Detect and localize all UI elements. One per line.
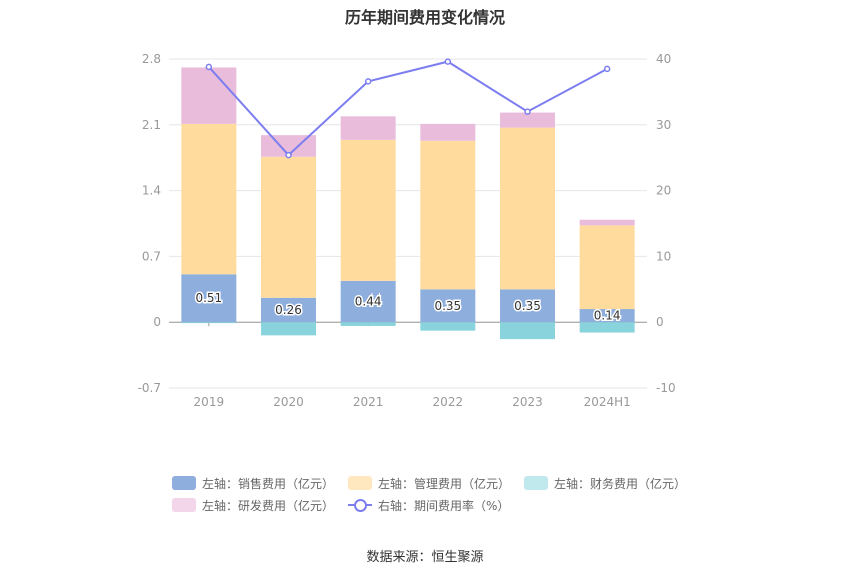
bar-segment xyxy=(261,322,316,336)
legend-item-finance[interactable]: 左轴：财务费用（亿元） xyxy=(524,475,686,492)
rate-line xyxy=(208,60,608,157)
legend-item-rnd[interactable]: 左轴：研发费用（亿元） xyxy=(172,497,334,514)
bar-segment xyxy=(500,289,555,323)
rate-point xyxy=(285,151,292,159)
x-axis-tick-label: 2020 xyxy=(273,395,304,409)
bar-segment xyxy=(340,139,396,281)
right-axis-tick-label: 10 xyxy=(656,249,671,263)
legend-item-sales[interactable]: 左轴：销售费用（亿元） xyxy=(172,475,334,492)
x-axis-tick-label: 2019 xyxy=(194,395,225,409)
chart-legend: 左轴：销售费用（亿元） 左轴：管理费用（亿元） 左轴：财务费用（亿元） 左轴：研… xyxy=(172,472,692,516)
legend-label-admin: 左轴：管理费用（亿元） xyxy=(378,476,511,491)
x-axis-tick-label: 2022 xyxy=(433,395,464,409)
bar-data-label: 0.26 xyxy=(275,303,302,317)
rate-point xyxy=(603,65,611,73)
bar-segment xyxy=(420,140,476,290)
rate-point xyxy=(364,78,372,85)
left-axis-tick-label: 2.8 xyxy=(142,52,161,66)
bar-segment xyxy=(181,274,237,323)
legend-item-admin[interactable]: 左轴：管理费用（亿元） xyxy=(348,475,510,492)
right-axis-tick-label: -10 xyxy=(656,381,676,395)
legend-item-rate[interactable]: 右轴：期间费用率（%） xyxy=(348,497,509,514)
bar-segment xyxy=(420,123,476,141)
bar-segment xyxy=(340,322,396,326)
right-axis-tick-label: 40 xyxy=(656,52,671,66)
bar-segment xyxy=(579,309,635,323)
bar-segment xyxy=(340,280,396,323)
right-axis-tick-label: 20 xyxy=(656,184,671,198)
legend-label-rate: 右轴：期间费用率（%） xyxy=(378,498,510,513)
legend-swatch-sales xyxy=(172,476,196,490)
rate-point xyxy=(444,58,452,65)
bar-data-label: 0.51 xyxy=(195,291,222,305)
legend-label-sales: 左轴：销售费用（亿元） xyxy=(202,476,335,491)
bar-segment xyxy=(579,219,635,226)
bar-segment xyxy=(579,225,635,310)
bar-segment xyxy=(340,116,396,140)
bar-data-label: 0.35 xyxy=(514,299,541,313)
bar-segment xyxy=(500,322,555,340)
legend-swatch-finance xyxy=(524,476,549,490)
bar-segment xyxy=(420,289,476,323)
bar-data-label: 0.14 xyxy=(594,309,621,323)
chart-title: 历年期间费用变化情况 xyxy=(344,8,505,27)
x-axis-tick-label: 2021 xyxy=(353,395,384,409)
left-axis-tick-label: 1.4 xyxy=(142,184,161,198)
left-axis-tick-label: -0.7 xyxy=(138,381,161,395)
x-axis-tick-label: 2024H1 xyxy=(584,395,631,409)
bar-segment xyxy=(500,127,555,290)
x-axis-tick-label: 2023 xyxy=(512,395,543,409)
rate-point xyxy=(524,108,531,115)
legend-label-rnd: 左轴：研发费用（亿元） xyxy=(202,498,335,513)
bar-segment xyxy=(261,297,316,323)
bar-segment xyxy=(500,112,555,128)
bar-segment xyxy=(181,123,237,275)
bar-data-label: 0.44 xyxy=(355,295,382,309)
data-source: 数据来源：恒生聚源 xyxy=(366,550,484,565)
rate-point xyxy=(205,63,213,71)
bar-segment xyxy=(181,322,237,324)
legend-swatch-admin xyxy=(348,476,373,490)
bar-data-label: 0.35 xyxy=(434,299,461,313)
right-axis-tick-label: 30 xyxy=(656,118,671,132)
legend-swatch-rate xyxy=(348,498,373,512)
left-axis-tick-label: 0 xyxy=(153,315,161,329)
legend-swatch-rnd xyxy=(172,498,196,512)
left-axis-tick-label: 0.7 xyxy=(142,249,161,263)
bar-segment xyxy=(261,156,316,298)
left-axis-tick-label: 2.1 xyxy=(142,118,161,132)
right-axis-tick-label: 0 xyxy=(656,315,664,329)
legend-label-finance: 左轴：财务费用（亿元） xyxy=(554,476,687,491)
bar-segment xyxy=(579,322,635,333)
bar-segment xyxy=(420,322,476,331)
bar-segment xyxy=(181,67,237,124)
